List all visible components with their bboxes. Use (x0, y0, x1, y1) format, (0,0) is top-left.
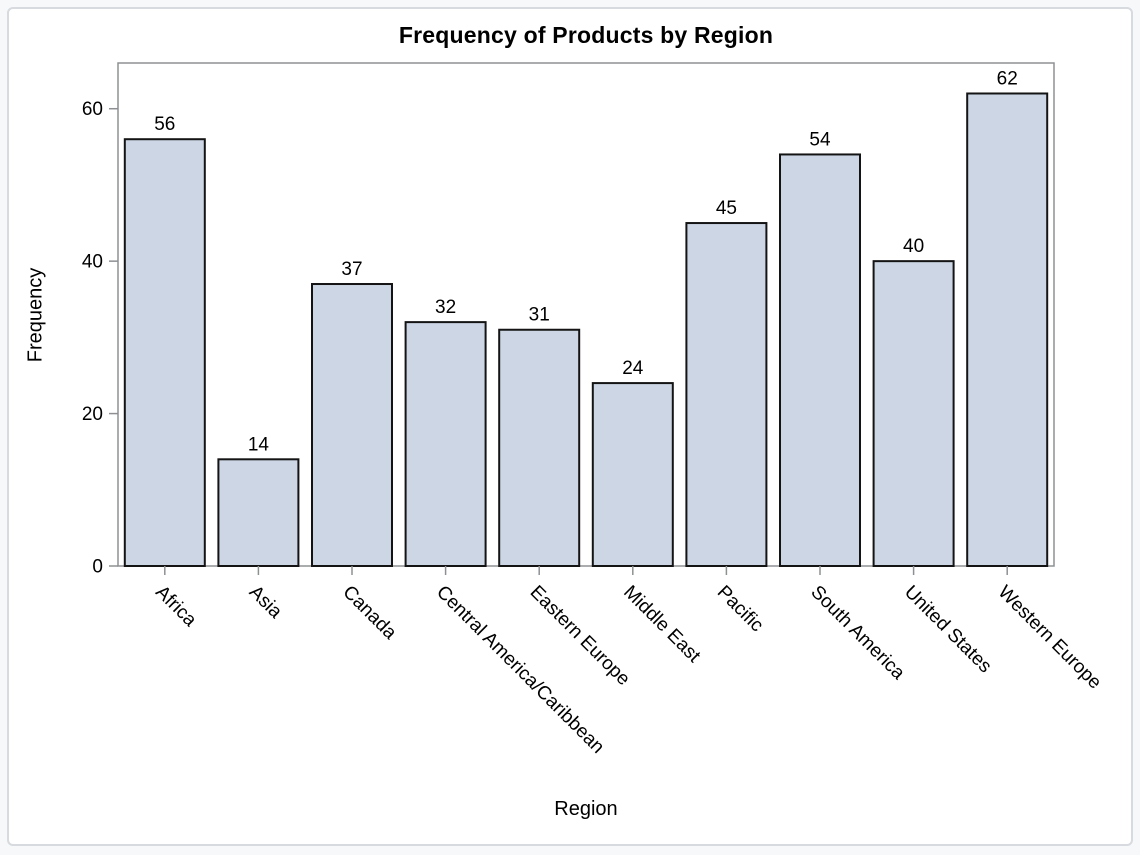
bar-value-label-africa: 56 (154, 114, 175, 135)
chart-title: Frequency of Products by Region (398, 22, 774, 48)
x-axis-tick-label-eastern-europe: Eastern Europe (526, 582, 634, 690)
plot-frame (117, 62, 1055, 567)
bar-africa (123, 138, 206, 567)
bar-value-label-eastern-europe: 31 (529, 305, 550, 326)
bar-eastern-europe (498, 328, 581, 567)
y-axis-tick-label: 20 (82, 404, 103, 425)
x-axis-tick-label-pacific: Pacific (713, 582, 767, 636)
x-axis-tick-label-central-america-caribbean: Central America/Caribbean (432, 582, 608, 758)
bar-value-label-canada: 37 (341, 259, 362, 280)
bar-western-europe (966, 92, 1049, 567)
bar-value-label-south-america: 54 (809, 129, 831, 150)
bar-south-america (779, 153, 861, 567)
bar-value-label-asia: 14 (248, 434, 270, 455)
bar-pacific (685, 222, 768, 568)
bar-value-label-middle-east: 24 (622, 358, 644, 379)
y-axis-tick-label: 60 (82, 99, 103, 120)
bar-central-america-caribbean (404, 321, 487, 567)
x-axis-tick-label-middle-east: Middle East (619, 582, 705, 668)
bar-value-label-united-states: 40 (903, 236, 924, 257)
bar-united-states (872, 260, 955, 567)
bar-value-label-western-europe: 62 (997, 68, 1018, 89)
x-axis-tick-label-western-europe: Western Europe (994, 582, 1106, 694)
bar-canada (311, 283, 393, 567)
x-axis-tick-label-africa: Africa (151, 582, 200, 631)
x-axis-tick-label-asia: Asia (245, 582, 286, 623)
y-axis-tick-label: 0 (92, 557, 103, 578)
y-axis-tick-label: 40 (82, 252, 103, 273)
x-axis-title: Region (554, 798, 618, 820)
bar-asia (217, 458, 300, 568)
x-axis-tick-label-united-states: United States (900, 582, 996, 678)
bar-value-label-central-america-caribbean: 32 (435, 297, 456, 318)
x-axis-tick-label-south-america: South America (806, 582, 909, 685)
x-axis-tick-label-canada: Canada (338, 582, 400, 644)
bar-middle-east (591, 382, 674, 567)
bar-value-label-pacific: 45 (716, 198, 737, 219)
